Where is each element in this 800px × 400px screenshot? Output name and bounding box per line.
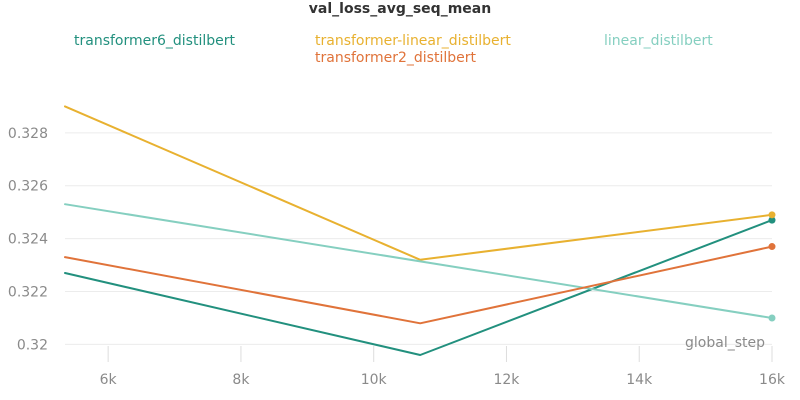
legend-item-transformer6: transformer6_distilbert	[74, 33, 236, 49]
x-tick-label: 8k	[232, 372, 250, 388]
y-tick-label: 0.324	[8, 232, 48, 248]
x-tick-label: 14k	[626, 372, 653, 388]
series-line-1	[64, 105, 773, 261]
x-tick-label: 12k	[493, 372, 520, 388]
y-axis: 0.32 0.322 0.324 0.326 0.328	[8, 126, 48, 354]
x-tick-label: 10k	[361, 372, 388, 388]
plot-area	[64, 105, 776, 356]
y-tick-label: 0.328	[8, 126, 48, 142]
series-line-2	[64, 203, 773, 319]
series-endpoint-0	[768, 216, 776, 224]
series-line-3	[64, 245, 773, 325]
legend-item-linear: linear_distilbert	[604, 33, 713, 49]
legend-item-transformer-linear: transformer-linear_distilbert	[315, 33, 511, 49]
x-tick-label: 6k	[100, 372, 118, 388]
y-tick-label: 0.322	[8, 285, 48, 301]
x-tick-label: 16k	[759, 372, 786, 388]
x-axis-label: global_step	[685, 335, 765, 351]
legend-item-transformer2: transformer2_distilbert	[315, 50, 477, 66]
chart-title: val_loss_avg_seq_mean	[309, 1, 491, 17]
y-tick-label: 0.326	[8, 179, 48, 195]
grid	[65, 132, 772, 345]
series-endpoint-1	[768, 211, 776, 219]
series-endpoint-3	[768, 243, 776, 251]
y-tick-label: 0.32	[17, 337, 48, 353]
series-line-0	[64, 219, 773, 356]
x-axis: 6k 8k 10k 12k 14k 16k	[100, 346, 786, 388]
series-endpoint-2	[768, 314, 776, 322]
